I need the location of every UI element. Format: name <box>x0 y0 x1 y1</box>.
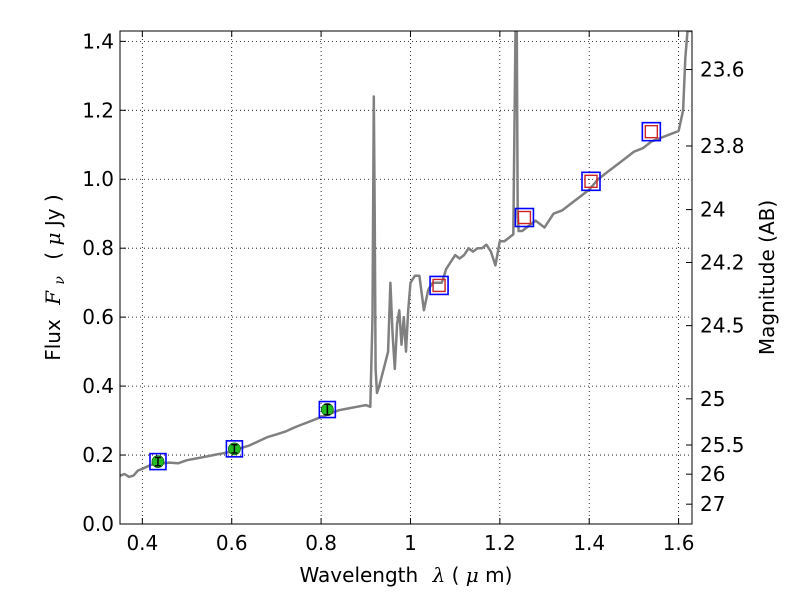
y-label-symbol: F <box>41 290 65 306</box>
y-tick-label: 1.2 <box>82 98 114 122</box>
optical-band-box <box>225 440 244 458</box>
x-axis-label: Wavelength λ ( μ m) <box>300 563 513 587</box>
x-label-symbol: λ <box>432 563 446 587</box>
y2-tick-label: 26 <box>700 462 725 486</box>
ticks: 0.4 0.6 0.8 1 1.2 1.4 1.6 0.0 0.2 0.4 0.6 0.8 1.0 1.2… <box>82 29 744 555</box>
x-tick-label: 0.4 <box>126 531 158 555</box>
y-axis-label: Flux F ν ( μ Jy ) <box>41 194 69 361</box>
nir-point <box>644 124 659 139</box>
x-label-open: ( <box>452 563 460 587</box>
y2-tick-label: 24.5 <box>700 314 745 338</box>
x-tick-label: 1.4 <box>573 531 605 555</box>
y2-axis-label: Magnitude (AB) <box>755 200 779 355</box>
nir-point <box>432 278 446 293</box>
nir-band-box <box>514 207 535 228</box>
nir-band-box <box>641 121 662 142</box>
y-tick-label: 0.4 <box>82 374 114 398</box>
spectrum-line <box>120 31 692 479</box>
x-label-mu: μ <box>466 563 479 587</box>
y2-tick-label: 27 <box>700 492 725 516</box>
y-label-subscript: ν <box>52 276 68 285</box>
y2-tick-label: 25.5 <box>700 433 745 457</box>
nir-band-box <box>581 171 601 192</box>
y-tick-label: 0.0 <box>82 512 114 536</box>
y2-tick-label: 23.6 <box>700 58 745 82</box>
y-tick-label: 1.0 <box>82 167 114 191</box>
y-label-mu: μ <box>41 233 65 246</box>
optical-band-box <box>318 400 337 419</box>
x-tick-label: 0.8 <box>305 531 337 555</box>
nir-point <box>584 174 598 189</box>
y-tick-label: 0.8 <box>82 236 114 260</box>
photometry-markers <box>149 121 662 471</box>
plot-frame <box>119 30 693 525</box>
y2-tick-label: 24.2 <box>700 250 745 274</box>
x-tick-label: 1.6 <box>663 531 695 555</box>
nir-point <box>517 210 532 225</box>
x-label-unit: m) <box>485 563 512 587</box>
series <box>120 31 692 479</box>
y2-tick-label: 23.8 <box>700 134 745 158</box>
y-tick-label: 1.4 <box>82 29 114 53</box>
nir-band-box <box>429 275 449 296</box>
y2-tick-label: 24 <box>700 198 725 222</box>
x-tick-label: 1 <box>404 531 417 555</box>
y-tick-label: 0.6 <box>82 305 114 329</box>
optical-band-box <box>149 452 167 471</box>
y-label-text: Flux <box>41 319 65 361</box>
x-tick-label: 0.6 <box>216 531 248 555</box>
x-tick-label: 1.2 <box>484 531 516 555</box>
y-label-unit: Jy ) <box>41 194 65 228</box>
y2-tick-label: 25 <box>700 387 725 411</box>
x-label-text: Wavelength <box>300 563 419 587</box>
y-label-open: ( <box>41 246 65 260</box>
y-tick-label: 0.2 <box>82 443 114 467</box>
